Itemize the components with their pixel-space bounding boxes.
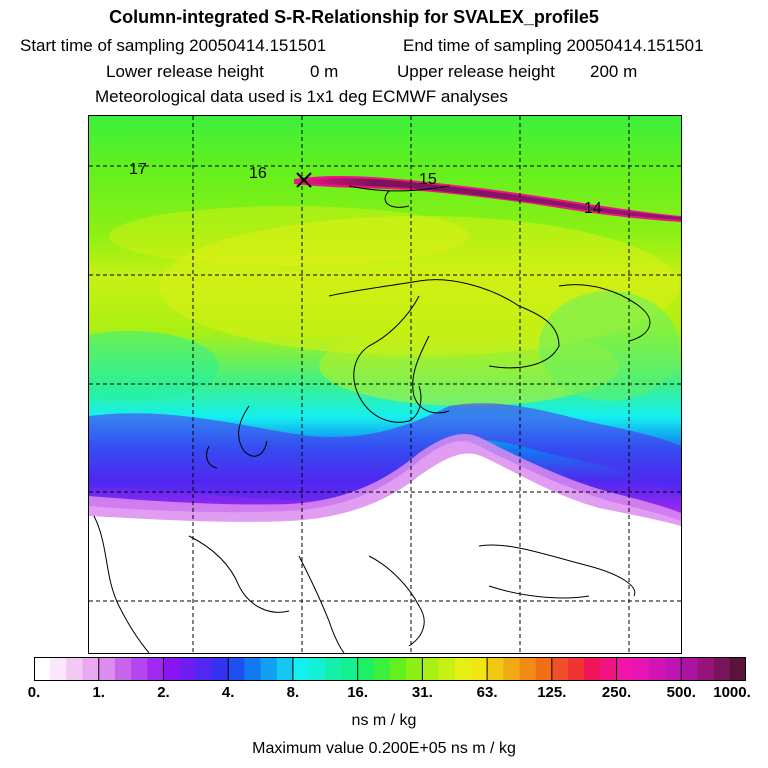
upper-release-label: Upper release height — [397, 62, 555, 81]
colorbar-tick-label: 31. — [411, 684, 433, 701]
colorbar-swatch — [292, 657, 310, 681]
colorbar-swatch — [179, 657, 197, 681]
map-canvas: 17 16 15 14 — [89, 116, 681, 653]
britain-coast — [238, 405, 268, 457]
colorbar-swatch — [309, 657, 326, 681]
colorbar-swatch — [163, 657, 181, 681]
turkey-coast — [488, 585, 590, 599]
colorbar-swatch — [503, 657, 520, 681]
colorbar-swatch — [713, 657, 731, 681]
colorbar-swatch — [584, 657, 601, 681]
colorbar-swatch — [228, 657, 245, 681]
track-label-14: 14 — [584, 200, 602, 217]
colorbar-swatch — [632, 657, 650, 681]
colorbar-swatch — [648, 657, 666, 681]
scandinavia-coast — [328, 279, 560, 369]
colorbar-units: ns m / kg — [351, 712, 417, 729]
track-label-16: 16 — [249, 165, 267, 182]
upper-release-value: 200 m — [590, 62, 638, 81]
colorbar-swatch — [131, 657, 148, 681]
colorbar-swatch — [551, 657, 569, 681]
start-time-label: Start time of sampling 20050414.151501 — [20, 36, 327, 55]
colorbar-tick-label: 1. — [92, 684, 105, 701]
colorbar-swatch — [147, 657, 164, 681]
italy-coast — [298, 555, 345, 653]
colorbar-swatch — [357, 657, 375, 681]
colorbar-swatch — [438, 657, 456, 681]
colorbar-swatch — [244, 657, 262, 681]
colorbar-tick-label: 0. — [27, 684, 41, 701]
plume-halo — [294, 176, 681, 222]
svalbard-coast — [348, 185, 450, 192]
france-coast — [188, 535, 290, 613]
colorbar-swatch — [195, 657, 213, 681]
colorbar-tick-label: 4. — [221, 684, 235, 701]
svalbard-coast — [384, 190, 410, 208]
colorbar-swatch — [487, 657, 504, 681]
max-value-label: Maximum value 0.200E+05 ns m / kg — [252, 740, 516, 757]
colorbar-tick-label: 8. — [286, 684, 300, 701]
field-band-edge — [89, 433, 681, 526]
sweden-coast — [412, 335, 450, 414]
field-patch-high — [109, 206, 469, 266]
colorbar-swatch — [422, 657, 440, 681]
russia-coast — [558, 284, 651, 342]
colorbar-swatch — [50, 657, 67, 681]
colorbar-swatch — [66, 657, 84, 681]
field-patch-mid — [89, 331, 219, 401]
colorbar-swatch — [114, 657, 132, 681]
colorbar — [34, 657, 746, 681]
field-clean-region — [89, 441, 681, 653]
coastlines — [93, 185, 651, 653]
colorbar-swatch — [34, 657, 51, 681]
colorbar-swatch — [600, 657, 618, 681]
end-time-label: End time of sampling 20050414.151501 — [403, 36, 704, 55]
plume-core — [297, 178, 681, 220]
release-point-marker — [296, 172, 312, 188]
chart-title: Column-integrated S-R-Relationship for S… — [109, 7, 599, 27]
colorbar-swatch — [454, 657, 472, 681]
spain-coast — [93, 515, 150, 653]
colorbar-swatch — [260, 657, 278, 681]
track-label-15: 15 — [419, 171, 437, 188]
colorbar-swatch — [681, 657, 698, 681]
colorbar-swatch — [568, 657, 585, 681]
colorbar-tick-label: 2. — [157, 684, 170, 701]
colorbar-tick-label: 16. — [347, 684, 369, 701]
colorbar-swatch — [82, 657, 100, 681]
colorbar-swatch — [519, 657, 537, 681]
track-label-17: 17 — [129, 161, 147, 178]
balkan-coast — [368, 555, 425, 647]
lower-release-label: Lower release height — [106, 62, 264, 81]
field-patch-mid — [539, 291, 679, 401]
blacksea-coast — [478, 544, 636, 597]
colorbar-swatch — [406, 657, 423, 681]
colorbar-tick-label: 125. — [537, 684, 567, 701]
colorbar-swatch — [470, 657, 488, 681]
colorbar-swatch — [390, 657, 407, 681]
met-data-label: Meteorological data used is 1x1 deg ECMW… — [95, 87, 508, 106]
colorbar-swatch — [665, 657, 682, 681]
sensitivity-map: 17 16 15 14 — [88, 115, 682, 654]
colorbar-swatch — [373, 657, 391, 681]
colorbar-tick-label: 500. — [666, 684, 696, 701]
colorbar-tick-label: 63. — [476, 684, 498, 701]
norway-coast — [353, 295, 422, 423]
lat-lon-grid — [89, 116, 681, 653]
colorbar-swatch — [325, 657, 342, 681]
colorbar-swatch — [697, 657, 715, 681]
colorbar-swatch — [535, 657, 553, 681]
lower-release-value: 0 m — [310, 62, 339, 81]
colorbar-tick-label: 250. — [601, 684, 632, 701]
colorbar-swatch — [98, 657, 116, 681]
colorbar-swatch — [729, 657, 746, 681]
colorbar-swatch — [341, 657, 359, 681]
field-band-low — [89, 403, 681, 501]
colorbar-swatch — [276, 657, 294, 681]
colorbar-swatch — [212, 657, 229, 681]
ireland-coast — [206, 445, 218, 469]
colorbar-border — [34, 657, 746, 681]
colorbar-swatch — [616, 657, 634, 681]
colorbar-tick-label: 1000. — [713, 684, 751, 701]
